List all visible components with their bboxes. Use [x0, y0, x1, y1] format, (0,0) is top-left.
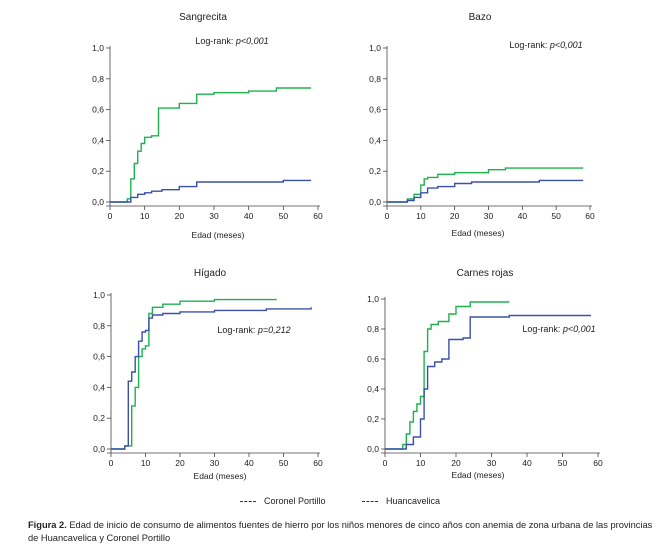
series-line-green: [111, 298, 277, 450]
x-tick-label: 60: [313, 458, 323, 468]
y-tick-label: 0,6: [367, 354, 379, 364]
x-tick-label: 0: [109, 458, 114, 468]
logrank-prefix: Log-rank:: [522, 324, 563, 334]
x-tick-label: 50: [279, 458, 289, 468]
x-tick-label: 20: [450, 211, 460, 221]
x-tick-label: 10: [416, 211, 426, 221]
x-tick-label: 30: [210, 458, 220, 468]
chart-title: Hígado: [194, 268, 227, 279]
logrank-p-value: p=0,212: [257, 325, 291, 335]
x-tick-label: 10: [140, 211, 150, 221]
logrank-annotation: Log-rank: p<0,001: [509, 40, 582, 50]
x-tick-label: 60: [313, 211, 323, 221]
x-axis-label: Edad (meses): [194, 471, 247, 481]
x-tick-label: 20: [451, 458, 461, 468]
y-tick-label: 0,0: [367, 444, 379, 454]
y-tick-label: 1,0: [367, 294, 379, 304]
chart-panel-1: Sangrecita 0,0 0,2 0,4 0,6 0,8 1,0 0 10 20 30 40 50 6…: [92, 12, 323, 240]
x-tick-label: 40: [522, 458, 532, 468]
x-tick-label: 0: [385, 211, 390, 221]
y-tick-label: 0,0: [92, 197, 104, 207]
chart-panel-2: Bazo 0,0 0,2 0,4 0,6 0,8 1,0 0 10 20 30 40 50 60 Edad …: [369, 12, 595, 238]
y-tick-label: 1,0: [92, 43, 104, 53]
x-tick-label: 50: [279, 211, 289, 221]
y-tick-label: 1,0: [93, 290, 105, 300]
y-tick-label: 0,6: [93, 352, 105, 362]
series-line-blue: [110, 179, 312, 203]
logrank-prefix: Log-rank:: [195, 36, 236, 46]
x-axis-label: Edad (meses): [192, 230, 245, 240]
x-tick-label: 10: [141, 458, 151, 468]
legend-line-icon: [362, 501, 378, 503]
x-tick-label: 30: [487, 458, 497, 468]
caption-text: Edad de inicio de consumo de alimentos f…: [28, 520, 653, 543]
y-tick-label: 0,4: [92, 135, 104, 145]
y-tick-label: 0,2: [92, 166, 104, 176]
x-tick-label: 50: [558, 458, 568, 468]
y-tick-label: 0,6: [92, 105, 104, 115]
y-tick-label: 0,0: [369, 197, 381, 207]
x-tick-label: 20: [175, 211, 185, 221]
x-axis-label: Edad (meses): [452, 470, 505, 480]
logrank-p-value: p<0,001: [235, 36, 269, 46]
x-tick-label: 40: [244, 211, 254, 221]
legend-label: Coronel Portillo: [264, 496, 326, 506]
logrank-annotation: Log-rank: p<0,001: [195, 36, 268, 46]
y-tick-label: 0,8: [367, 324, 379, 334]
y-tick-label: 0,8: [93, 321, 105, 331]
chart-title: Carnes rojas: [457, 268, 514, 279]
legend-huancavelica: Huancavelica: [362, 496, 440, 506]
chart-title: Sangrecita: [179, 12, 227, 23]
x-tick-label: 0: [383, 458, 388, 468]
y-tick-label: 1,0: [369, 43, 381, 53]
x-tick-label: 40: [244, 458, 254, 468]
y-tick-label: 0,2: [93, 413, 105, 423]
figure-canvas: Sangrecita 0,0 0,2 0,4 0,6 0,8 1,0 0 10 20 30 40 50 6…: [92, 12, 603, 481]
series-line-blue: [387, 179, 584, 203]
y-tick-label: 0,4: [93, 382, 105, 392]
y-tick-label: 0,6: [369, 105, 381, 115]
x-tick-label: 30: [484, 211, 494, 221]
legend-coronel-portillo: Coronel Portillo: [240, 496, 326, 506]
chart-panel-3: Hígado 0,0 0,2 0,4 0,6 0,8 1,0 0 10 20 30 40 50 60 Eda…: [93, 268, 323, 481]
series-line-green: [385, 301, 510, 450]
logrank-annotation: Log-rank: p<0,001: [522, 324, 595, 334]
figure-caption: Figura 2. Edad de inicio de consumo de a…: [28, 519, 658, 545]
x-axis-label: Edad (meses): [452, 228, 505, 238]
series-line-blue: [111, 307, 312, 450]
chart-title: Bazo: [469, 12, 492, 23]
y-tick-label: 0,8: [92, 74, 104, 84]
legend-line-icon: [240, 501, 256, 503]
x-tick-label: 10: [416, 458, 426, 468]
logrank-annotation: Log-rank: p=0,212: [217, 325, 290, 335]
x-tick-label: 60: [593, 458, 603, 468]
series-line-green: [110, 87, 312, 203]
x-tick-label: 30: [209, 211, 219, 221]
x-tick-label: 0: [108, 211, 113, 221]
logrank-p-value: p<0,001: [562, 324, 596, 334]
y-tick-label: 0,4: [369, 135, 381, 145]
y-tick-label: 0,8: [369, 74, 381, 84]
x-tick-label: 50: [551, 211, 561, 221]
x-tick-label: 60: [585, 211, 595, 221]
chart-panel-4: Carnes rojas 0,0 0,2 0,4 0,6 0,8 1,0 0 10 20 30 40 5…: [367, 268, 603, 480]
logrank-prefix: Log-rank:: [217, 325, 258, 335]
y-tick-label: 0,2: [369, 166, 381, 176]
y-tick-label: 0,2: [367, 414, 379, 424]
logrank-prefix: Log-rank:: [509, 40, 550, 50]
series-line-blue: [385, 314, 591, 450]
legend-label: Huancavelica: [386, 496, 441, 506]
caption-label: Figura 2.: [28, 520, 67, 530]
y-tick-label: 0,0: [93, 444, 105, 454]
logrank-p-value: p<0,001: [549, 40, 583, 50]
y-tick-label: 0,4: [367, 384, 379, 394]
x-tick-label: 20: [175, 458, 185, 468]
x-tick-label: 40: [518, 211, 528, 221]
